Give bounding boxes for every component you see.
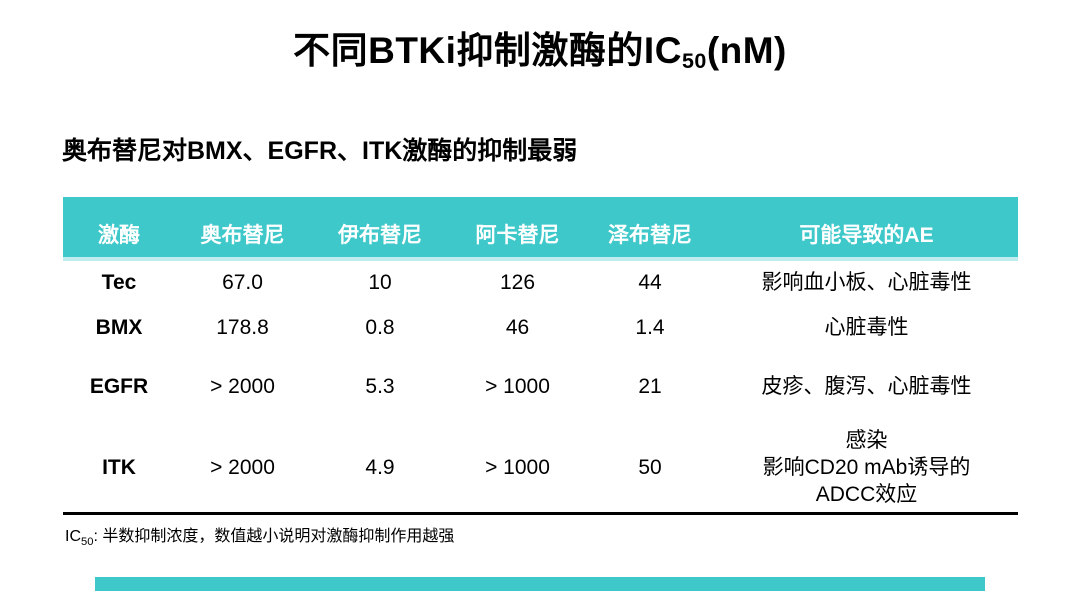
cell-orelabrutinib: 67.0	[222, 271, 263, 295]
cell-ibrutinib: 4.9	[365, 455, 395, 479]
cell-orelabrutinib: > 2000	[210, 374, 275, 398]
cell-orelabrutinib: > 2000	[210, 455, 275, 479]
table-row-bmx: BMX 178.8 0.8 46 1.4 心脏毒性	[63, 305, 1018, 350]
cell-acalabrutinib: 46	[505, 315, 530, 339]
cell-ae: 感染 影响CD20 mAb诱导的 ADCC效应	[762, 428, 971, 507]
footer-accent-bar	[95, 577, 985, 591]
footnote-text: : 半数抑制浓度，数值越小说明对激酶抑制作用越强	[93, 528, 455, 545]
slide-subtitle: 奥布替尼对BMX、EGFR、ITK激酶的抑制最弱	[62, 137, 578, 165]
cell-acalabrutinib: > 1000	[485, 455, 550, 479]
footnote-subscript: 50	[81, 535, 94, 548]
header-ibrutinib: 伊布替尼	[310, 197, 450, 261]
page-title: 不同BTKi抑制激酶的IC50(nM)	[0, 20, 1080, 74]
cell-ibrutinib: 10	[368, 271, 392, 295]
cell-acalabrutinib: > 1000	[485, 374, 550, 398]
cell-zanubrutinib: 50	[638, 455, 662, 479]
cell-ae: 心脏毒性	[824, 315, 909, 339]
cell-acalabrutinib: 126	[499, 271, 536, 295]
title-suffix: (nM)	[706, 30, 787, 71]
table-row-tec: Tec 67.0 10 126 44 影响血小板、心脏毒性	[63, 259, 1018, 305]
cell-ibrutinib: 5.3	[365, 374, 395, 398]
table-row-egfr: EGFR > 2000 5.3 > 1000 21 皮疹、腹泻、心脏毒性	[63, 350, 1018, 423]
cell-ibrutinib: 0.8	[365, 315, 395, 339]
header-zanubrutinib: 泽布替尼	[585, 197, 715, 261]
header-acalabrutinib: 阿卡替尼	[450, 197, 585, 261]
ic50-table: 激酶 奥布替尼 伊布替尼 阿卡替尼 泽布替尼 可能导致的AE Tec 67.0 …	[63, 197, 1018, 515]
cell-orelabrutinib: 178.8	[216, 315, 269, 339]
title-subscript: 50	[681, 48, 707, 73]
header-possible-ae: 可能导致的AE	[715, 197, 1018, 261]
header-orelabrutinib: 奥布替尼	[175, 197, 310, 261]
cell-kinase: ITK	[102, 455, 136, 479]
title-text: 不同BTKi抑制激酶的IC	[293, 30, 682, 71]
table-row-itk: ITK > 2000 4.9 > 1000 50 感染 影响CD20 mAb诱导…	[63, 423, 1018, 514]
footnote-prefix: IC	[65, 528, 81, 545]
cell-zanubrutinib: 44	[638, 271, 662, 295]
cell-kinase: BMX	[95, 315, 143, 339]
cell-kinase: EGFR	[89, 374, 149, 398]
table-header-row: 激酶 奥布替尼 伊布替尼 阿卡替尼 泽布替尼 可能导致的AE	[63, 197, 1018, 261]
cell-zanubrutinib: 1.4	[635, 315, 665, 339]
cell-kinase: Tec	[101, 271, 137, 295]
cell-zanubrutinib: 21	[638, 374, 662, 398]
footnote: IC50: 半数抑制浓度，数值越小说明对激酶抑制作用越强	[65, 522, 455, 548]
cell-ae: 皮疹、腹泻、心脏毒性	[761, 374, 972, 398]
header-kinase: 激酶	[63, 197, 175, 261]
cell-ae: 影响血小板、心脏毒性	[761, 271, 972, 295]
